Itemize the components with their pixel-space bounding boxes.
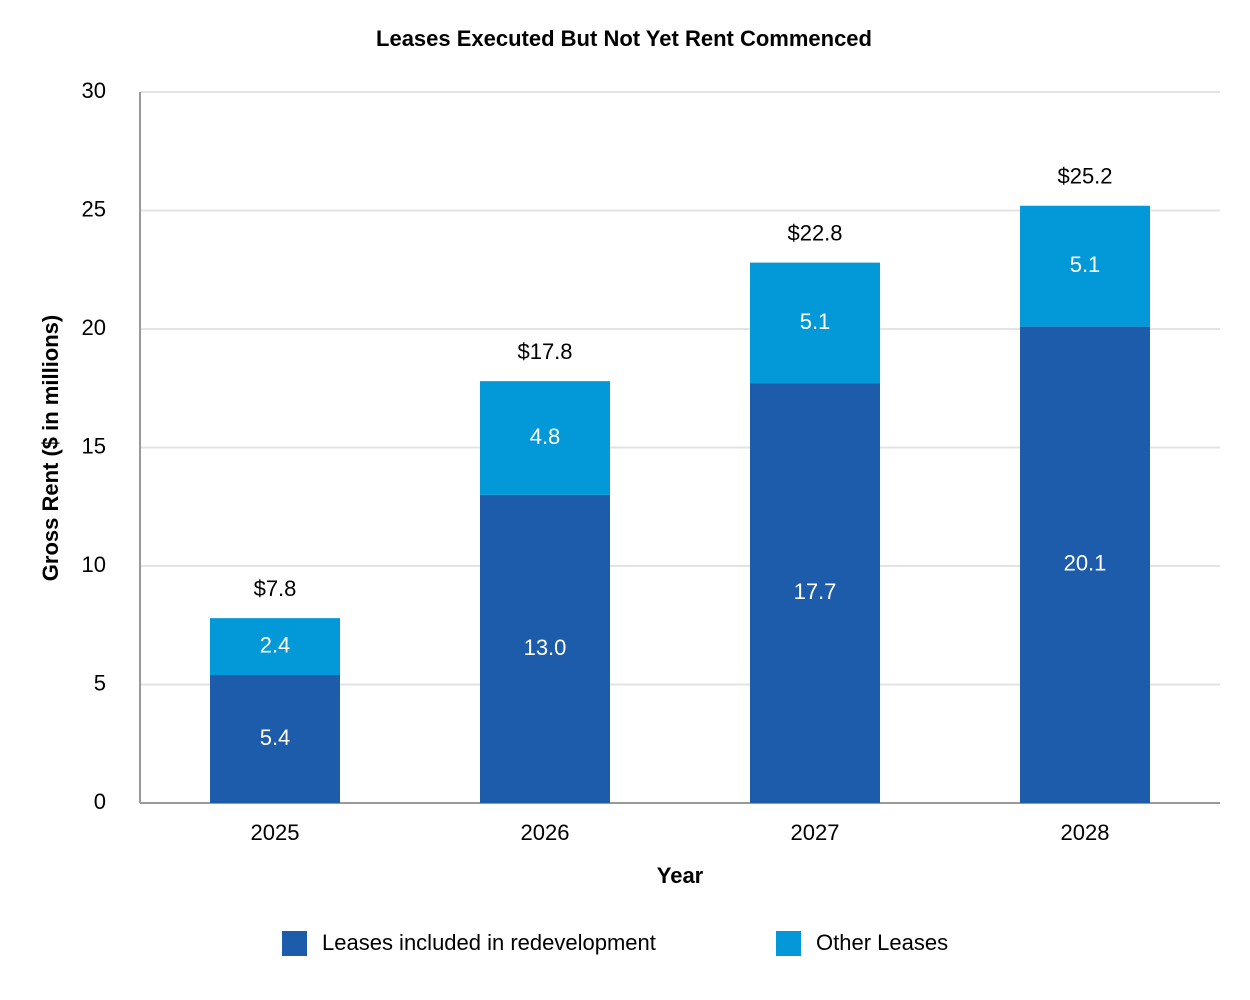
data-label: 13.0	[524, 635, 567, 660]
y-axis-title: Gross Rent ($ in millions)	[38, 315, 63, 581]
bar-segment	[210, 675, 340, 803]
x-tick-label: 2026	[521, 820, 570, 845]
total-label: $17.8	[517, 339, 572, 364]
x-axis-title: Year	[657, 863, 704, 888]
y-tick-label: 15	[82, 433, 106, 458]
y-tick-label: 20	[82, 315, 106, 340]
x-tick-label: 2025	[251, 820, 300, 845]
data-label: 17.7	[794, 579, 837, 604]
legend-label: Leases included in redevelopment	[322, 930, 656, 955]
bar-segment	[210, 618, 340, 676]
y-tick-label: 30	[82, 78, 106, 103]
x-tick-label: 2028	[1061, 820, 1110, 845]
data-label: 5.4	[260, 725, 291, 750]
bar-segment	[750, 383, 880, 803]
total-label: $22.8	[787, 220, 842, 245]
data-label: 5.1	[800, 309, 831, 334]
y-tick-label: 10	[82, 552, 106, 577]
data-label: 20.1	[1064, 551, 1107, 576]
data-label: 4.8	[530, 424, 561, 449]
bar-segment	[1020, 326, 1150, 803]
data-label: 2.4	[260, 632, 291, 657]
legend-label: Other Leases	[816, 930, 948, 955]
y-tick-label: 0	[94, 789, 106, 814]
y-tick-label: 25	[82, 196, 106, 221]
y-tick-label: 5	[94, 670, 106, 695]
bar-segment	[1020, 205, 1150, 327]
legend-swatch	[776, 931, 801, 956]
bar-segment	[750, 262, 880, 384]
total-label: $7.8	[254, 576, 297, 601]
bar-segment	[480, 494, 610, 803]
chart-title: Leases Executed But Not Yet Rent Commenc…	[376, 26, 872, 51]
total-label: $25.2	[1057, 164, 1112, 189]
data-label: 5.1	[1070, 252, 1101, 277]
x-tick-label: 2027	[791, 820, 840, 845]
legend-swatch	[282, 931, 307, 956]
bar-segment	[480, 381, 610, 495]
